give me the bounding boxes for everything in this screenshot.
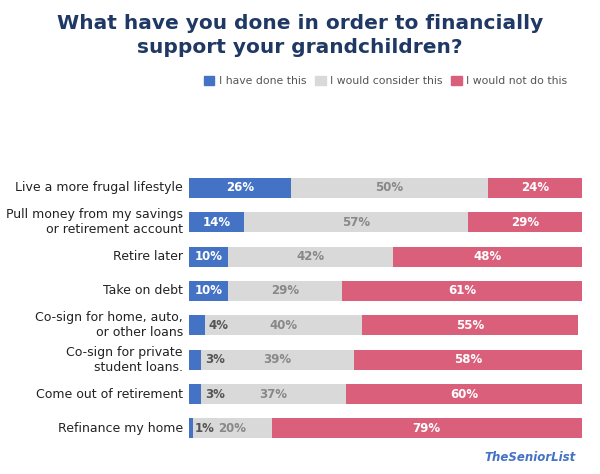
Text: 29%: 29% [271, 284, 299, 297]
Text: Co-sign for private
student loans.: Co-sign for private student loans. [67, 346, 183, 374]
Text: Retire later: Retire later [113, 250, 183, 263]
Bar [488, 178, 582, 198]
Bar [291, 178, 488, 198]
Text: 50%: 50% [376, 182, 403, 194]
Text: 60%: 60% [450, 388, 478, 401]
Bar [342, 281, 582, 301]
Text: 10%: 10% [194, 250, 223, 263]
Bar [272, 419, 582, 438]
Text: What have you done in order to financially
support your grandchildren?: What have you done in order to financial… [57, 14, 543, 57]
Legend: I have done this, I would consider this, I would not do this: I have done this, I would consider this,… [199, 72, 572, 91]
Bar [201, 350, 354, 370]
Text: Refinance my home: Refinance my home [58, 422, 183, 435]
Bar [394, 246, 582, 266]
Bar [189, 246, 229, 266]
Text: 24%: 24% [521, 182, 549, 194]
Bar [229, 281, 342, 301]
Text: Take on debt: Take on debt [103, 284, 183, 297]
Text: 39%: 39% [263, 353, 292, 366]
Text: 3%: 3% [205, 388, 224, 401]
Bar [354, 350, 582, 370]
Bar [189, 350, 201, 370]
Bar [468, 212, 582, 232]
Text: 79%: 79% [413, 422, 441, 435]
Bar [189, 315, 205, 335]
Text: Live a more frugal lifestyle: Live a more frugal lifestyle [15, 182, 183, 194]
Bar [201, 384, 346, 404]
Text: 40%: 40% [269, 319, 298, 332]
Text: 3%: 3% [205, 353, 224, 366]
Text: 37%: 37% [259, 388, 287, 401]
Bar [189, 212, 244, 232]
Text: 4%: 4% [209, 319, 229, 332]
Bar [189, 281, 229, 301]
Bar [229, 246, 394, 266]
Text: 42%: 42% [297, 250, 325, 263]
Text: 58%: 58% [454, 353, 482, 366]
Text: 61%: 61% [448, 284, 476, 297]
Bar [346, 384, 582, 404]
Text: 10%: 10% [194, 284, 223, 297]
Text: Pull money from my savings
or retirement account: Pull money from my savings or retirement… [6, 208, 183, 236]
Text: Co-sign for home, auto,
or other loans: Co-sign for home, auto, or other loans [35, 311, 183, 339]
Text: 29%: 29% [511, 216, 539, 228]
Text: 20%: 20% [218, 422, 246, 435]
Text: TheSeniorList: TheSeniorList [485, 451, 576, 464]
Text: 55%: 55% [456, 319, 484, 332]
Bar [205, 315, 362, 335]
Text: 1%: 1% [195, 422, 215, 435]
Text: Come out of retirement: Come out of retirement [36, 388, 183, 401]
Bar [189, 419, 193, 438]
Bar [193, 419, 272, 438]
Bar [362, 315, 578, 335]
Bar [244, 212, 468, 232]
Text: 48%: 48% [473, 250, 502, 263]
Text: 57%: 57% [342, 216, 370, 228]
Text: 14%: 14% [202, 216, 230, 228]
Bar [189, 178, 291, 198]
Bar [189, 384, 201, 404]
Text: 26%: 26% [226, 182, 254, 194]
